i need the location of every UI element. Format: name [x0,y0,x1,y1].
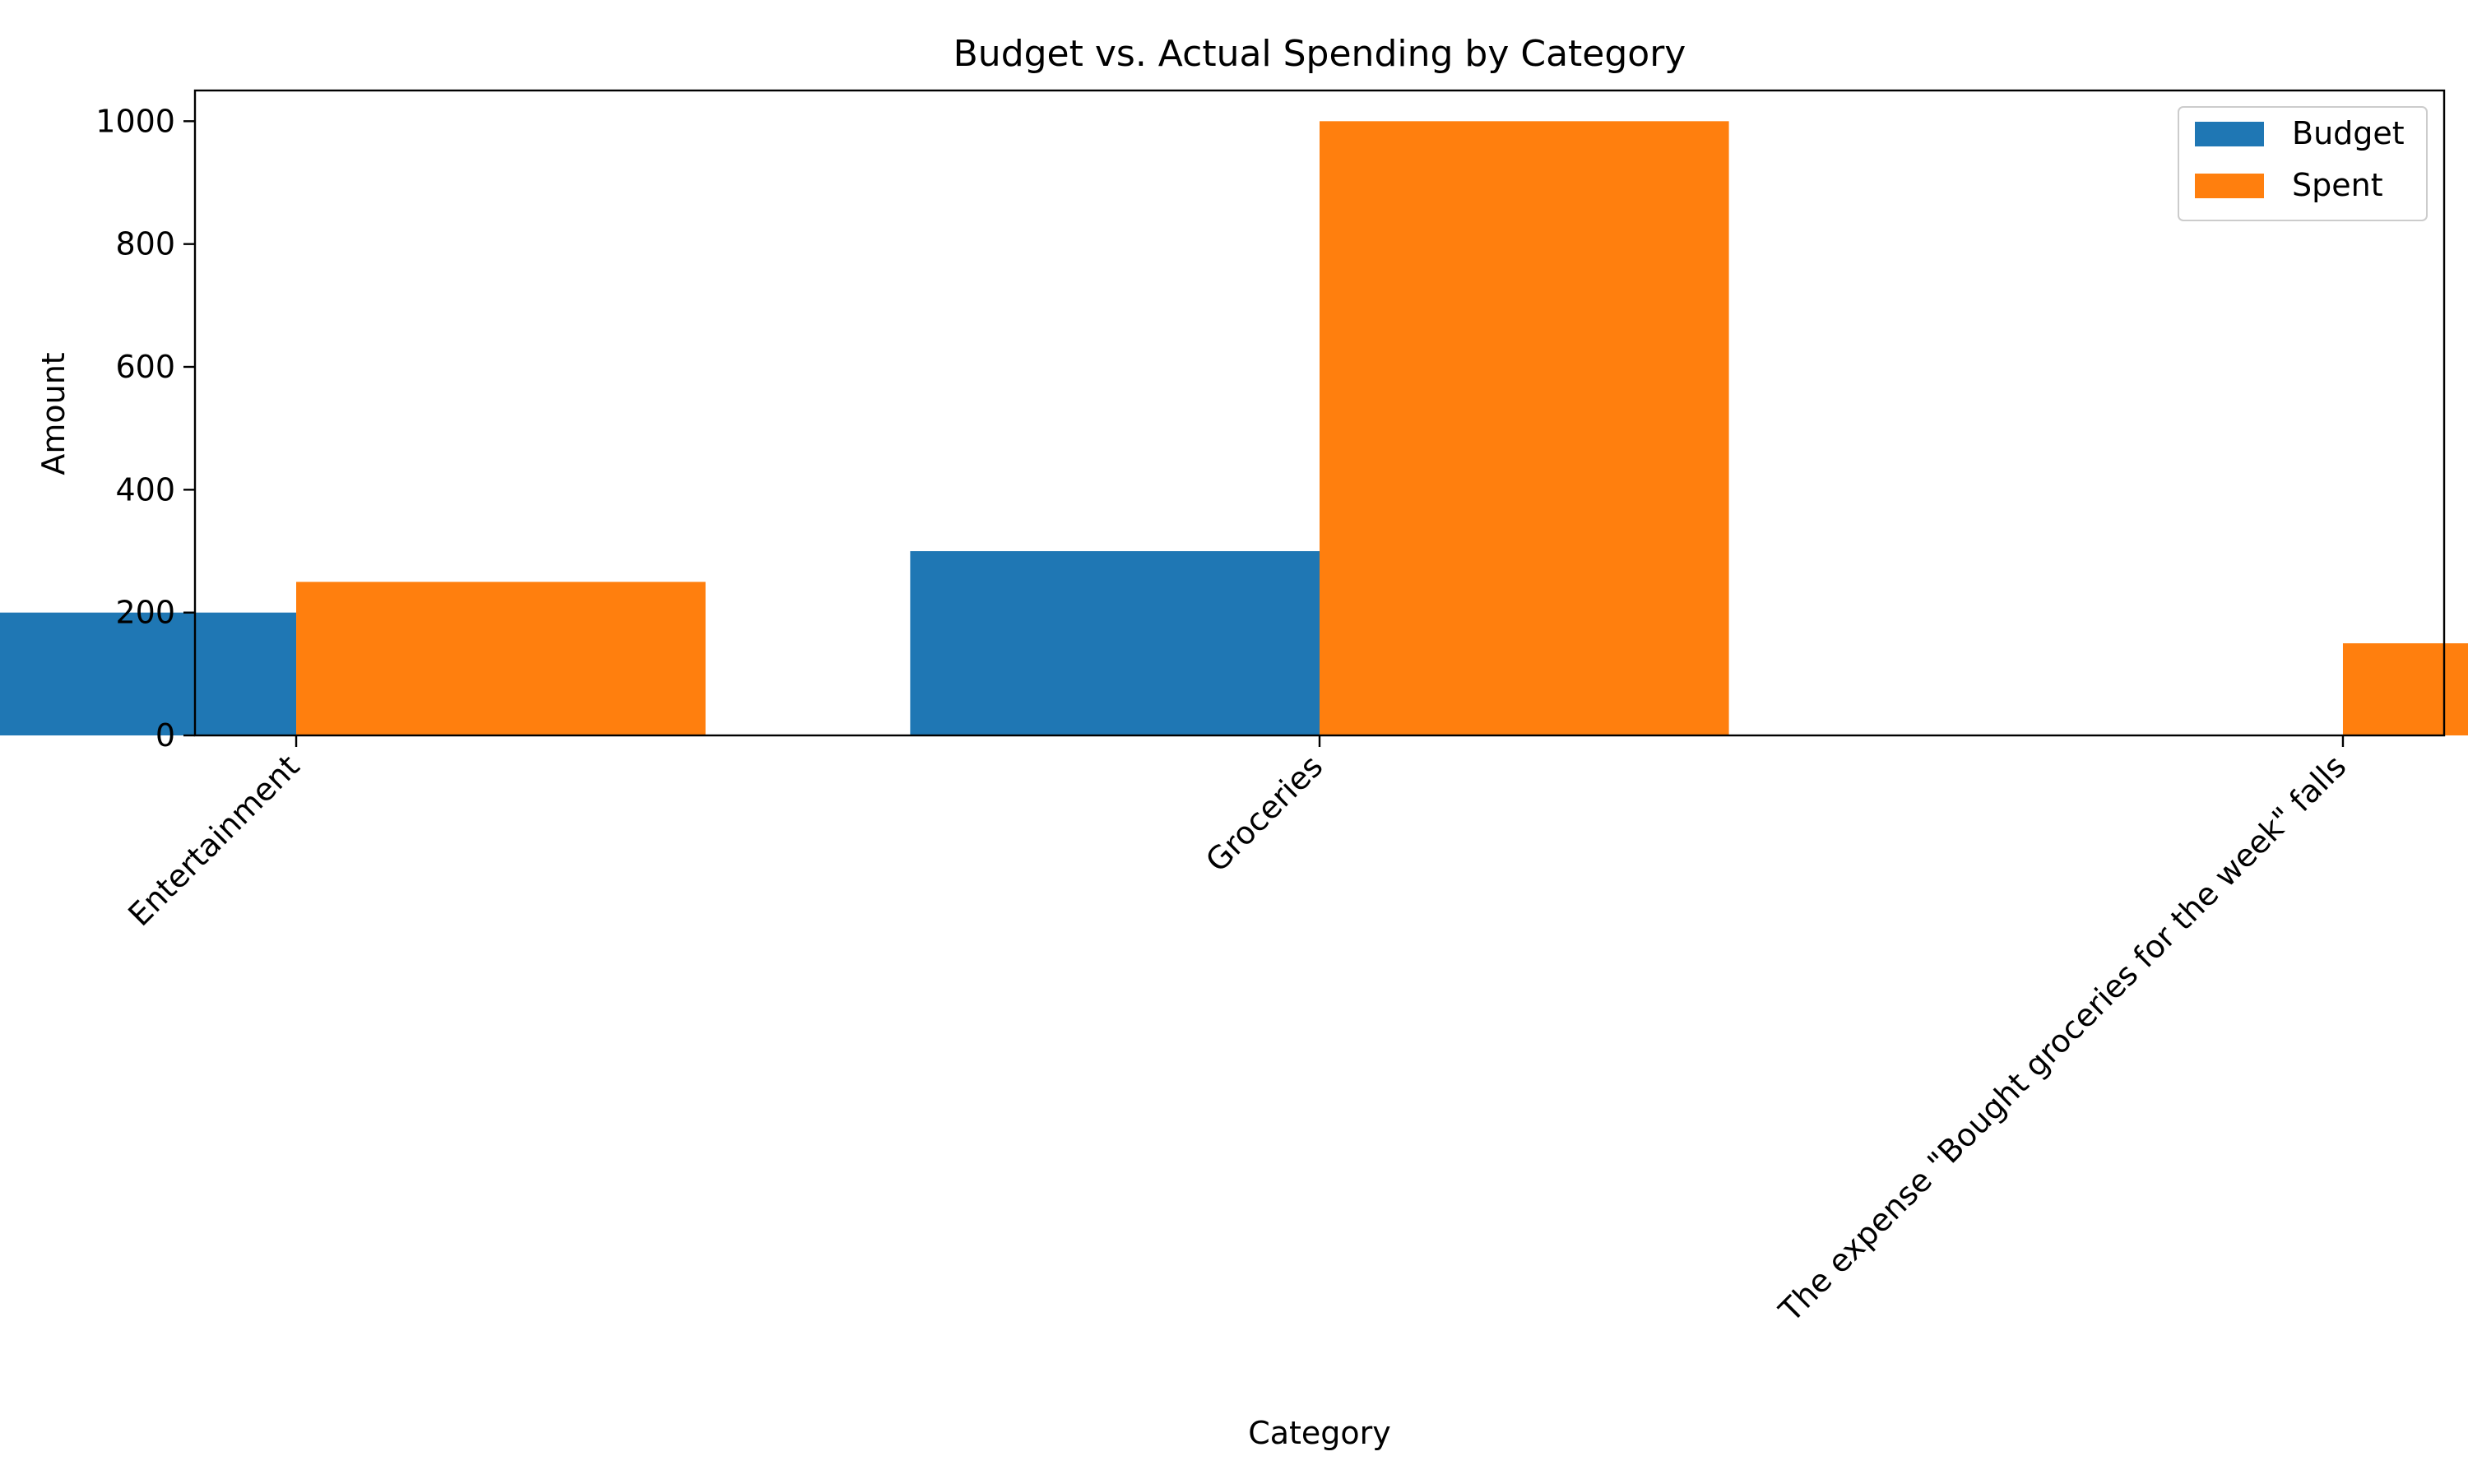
chart-title: Budget vs. Actual Spending by Category [953,33,1686,75]
y-tick-label: 1000 [95,103,175,139]
y-axis: 0 200 400 600 800 1000 [95,103,195,754]
y-tick-label: 600 [115,349,175,385]
legend-swatch-spent [2195,174,2264,198]
y-tick-label: 800 [115,226,175,262]
bar-budget-1 [910,551,1320,735]
y-tick-label: 0 [155,717,175,754]
bar-budget-0 [0,612,297,735]
bars-layer [0,121,2468,736]
x-tick-label: Entertainment [121,748,306,933]
y-tick-label: 200 [115,595,175,631]
legend-label-budget: Budget [2292,115,2405,151]
legend: Budget Spent [2178,106,2428,221]
x-axis-label: Category [1248,1415,1391,1451]
legend-swatch-budget [2195,122,2264,146]
x-axis: Entertainment Groceries The expense "Bough… [121,735,2353,1329]
x-tick-label: Groceries [1199,748,1329,879]
y-axis-label: Amount [35,352,72,475]
legend-label-spent: Spent [2292,167,2383,203]
bar-spent-0 [296,582,706,735]
bar-spent-2 [2342,643,2468,735]
plot-frame [193,89,2446,737]
bar-spent-1 [1320,121,1729,736]
y-tick-label: 400 [115,471,175,508]
x-tick-label: The expense "Bought groceries for the we… [1772,748,2354,1329]
